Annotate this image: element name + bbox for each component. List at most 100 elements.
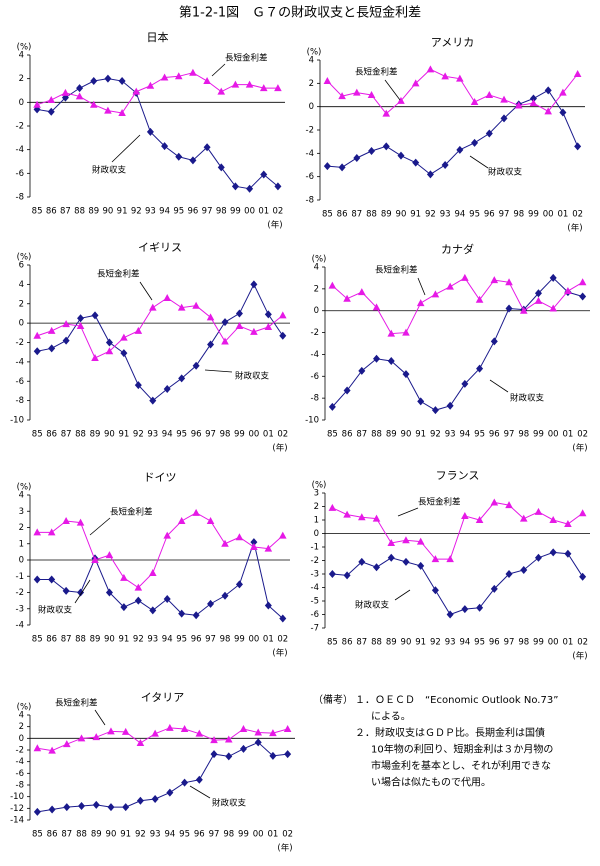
- note-line: １．ＯＥＣＤ “Economic Outlook No.73”: [355, 695, 558, 706]
- data-point: [387, 553, 395, 562]
- data-point: [217, 87, 226, 95]
- y-tick-label: 0: [19, 556, 24, 566]
- data-point: [221, 539, 229, 547]
- data-point: [47, 107, 55, 116]
- x-tick-label: 99: [234, 430, 245, 440]
- series-line: [37, 727, 288, 752]
- y-tick-label: 2: [314, 502, 319, 512]
- annotation-arrow: [139, 281, 153, 301]
- data-point: [105, 588, 113, 597]
- data-point: [328, 402, 336, 411]
- data-point: [500, 114, 508, 123]
- y-tick-label: 2: [19, 722, 24, 732]
- data-point: [254, 728, 262, 736]
- series-label: 財政収支: [355, 600, 390, 611]
- data-point: [573, 70, 582, 77]
- x-tick-label: 97: [209, 830, 220, 840]
- data-point: [520, 565, 528, 574]
- data-point: [163, 385, 171, 393]
- series-label: 長短金利差: [97, 269, 140, 280]
- data-point: [250, 538, 258, 547]
- data-point: [402, 370, 410, 379]
- y-tick-label: -10: [305, 416, 319, 426]
- data-point: [328, 570, 336, 578]
- y-tick-label: -8: [311, 394, 319, 404]
- data-point: [505, 278, 513, 286]
- y-tick-label: 1: [19, 539, 24, 549]
- data-point: [259, 84, 268, 92]
- y-tick-label: 2: [314, 284, 319, 294]
- x-tick-label: 98: [216, 207, 227, 217]
- data-point: [33, 807, 41, 816]
- x-tick-label: 98: [513, 210, 524, 220]
- data-point: [149, 606, 157, 615]
- data-point: [279, 614, 287, 623]
- data-point: [217, 163, 225, 172]
- data-point: [189, 156, 197, 165]
- data-point: [358, 513, 366, 521]
- data-point: [397, 96, 405, 104]
- y-tick-label: -4: [311, 350, 319, 360]
- series-line: [37, 512, 284, 589]
- series-label: 長短金利差: [375, 265, 418, 276]
- y-tick-label: 4: [314, 263, 319, 273]
- data-point: [151, 795, 159, 803]
- x-tick-label: 92: [133, 635, 144, 645]
- data-point: [48, 805, 56, 814]
- data-point: [33, 100, 41, 108]
- data-point: [189, 68, 197, 76]
- data-point: [441, 72, 449, 80]
- data-point: [149, 396, 157, 405]
- x-tick-label: 89: [386, 638, 397, 648]
- y-tick-label: -2: [311, 556, 319, 566]
- data-point: [549, 548, 557, 557]
- chart-title: イタリア: [141, 691, 185, 704]
- data-point: [278, 531, 287, 539]
- data-point: [402, 557, 410, 566]
- data-point: [446, 282, 454, 290]
- y-tick-label: 0: [314, 306, 319, 316]
- data-point: [485, 91, 494, 98]
- annotation-arrow: [489, 379, 509, 393]
- data-point: [475, 516, 484, 523]
- y-tick-label: -8: [16, 396, 24, 406]
- x-tick-label: 87: [356, 638, 367, 648]
- data-point: [490, 276, 499, 284]
- y-tick-label: 0: [19, 319, 24, 329]
- notes-heading: （備考）: [313, 693, 353, 706]
- data-point: [519, 306, 528, 314]
- data-point: [461, 273, 469, 281]
- series-label: 財政収支: [235, 371, 270, 382]
- y-tick-label: -2: [311, 328, 319, 338]
- data-point: [105, 347, 114, 355]
- data-point: [206, 517, 215, 524]
- data-point: [470, 98, 479, 105]
- y-tick-label: -4: [16, 621, 24, 631]
- y-tick-label: -14: [10, 816, 24, 826]
- data-point: [441, 161, 449, 169]
- data-point: [151, 729, 159, 737]
- y-tick-label: -8: [16, 193, 24, 203]
- data-point: [279, 331, 287, 340]
- data-point: [89, 100, 98, 108]
- series-label: 長短金利差: [418, 497, 461, 508]
- data-point: [92, 800, 100, 809]
- data-point: [207, 340, 215, 349]
- chart-title: アメリカ: [431, 36, 474, 49]
- data-point: [180, 725, 189, 732]
- data-point: [62, 336, 70, 345]
- data-point: [387, 329, 396, 337]
- data-point: [461, 605, 469, 614]
- data-point: [529, 99, 538, 107]
- y-axis-unit: (%): [312, 481, 327, 491]
- data-point: [210, 736, 218, 744]
- data-point: [323, 162, 331, 171]
- y-tick-label: 4: [309, 56, 314, 66]
- x-tick-label: 95: [469, 210, 480, 220]
- x-tick-label: 97: [205, 430, 216, 440]
- chart-title: ドイツ: [144, 471, 177, 484]
- y-tick-label: -4: [16, 757, 24, 767]
- x-tick-label: 02: [572, 210, 583, 220]
- data-point: [382, 109, 391, 117]
